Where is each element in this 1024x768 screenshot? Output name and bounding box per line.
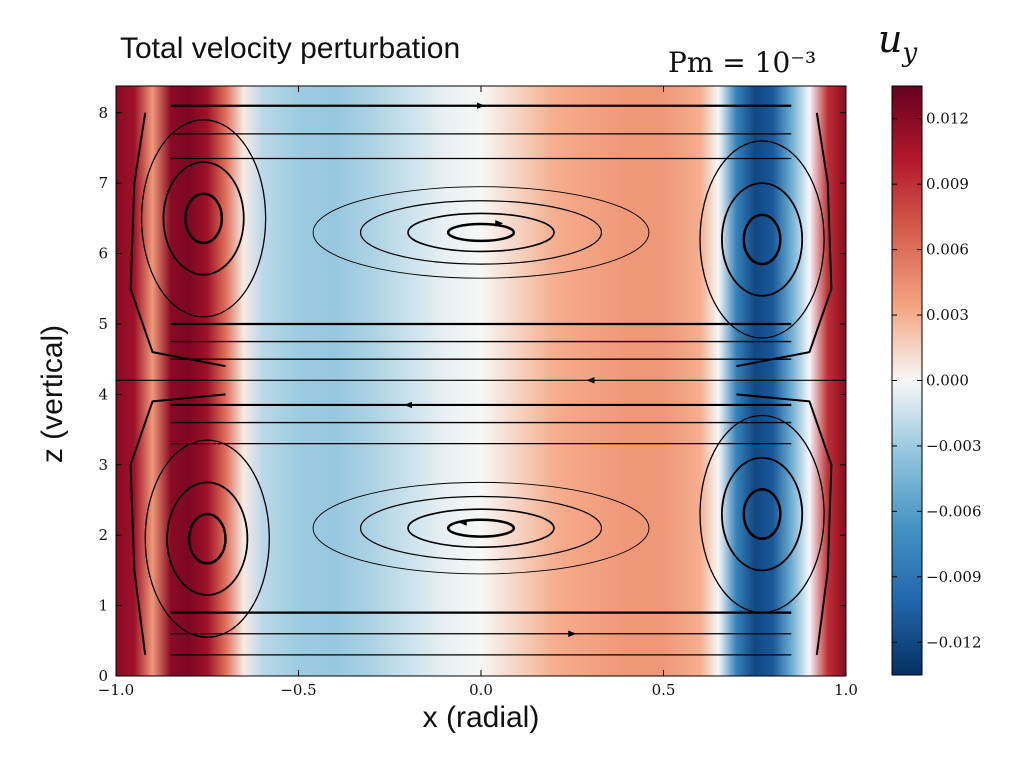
colorbar-ticks: 0.012 0.009 0.006 0.003 0.000 −0.003 −0.006 −0.… bbox=[892, 110, 982, 651]
streamline bbox=[312, 481, 650, 575]
y-tick-label: 0 bbox=[98, 667, 108, 685]
x-tick-label: 1.0 bbox=[834, 681, 858, 699]
colorbar-title: uy bbox=[878, 17, 917, 68]
streamline bbox=[699, 140, 825, 339]
colorbar-tick-label: 0.012 bbox=[926, 110, 969, 128]
y-tick-label: 3 bbox=[98, 456, 108, 474]
streamline bbox=[312, 186, 650, 279]
stream-arrow bbox=[477, 102, 485, 109]
x-tick-label: −0.5 bbox=[280, 681, 316, 699]
streamline bbox=[129, 393, 226, 656]
streamline bbox=[720, 182, 804, 297]
colorbar: uy 0.012 0.009 0.006 0.003 0.000 −0.003 −0.006… bbox=[878, 17, 982, 676]
colorbar-tick-label: 0.006 bbox=[926, 241, 969, 259]
y-tick-label: 4 bbox=[98, 385, 108, 403]
streamline bbox=[736, 112, 833, 368]
y-tick-label: 6 bbox=[98, 245, 108, 263]
stream-arrow bbox=[568, 630, 577, 637]
colorbar-tick-label: 0.000 bbox=[926, 372, 969, 390]
streamline bbox=[720, 456, 804, 572]
x-axis-ticks: −1.0 −0.5 0.0 0.5 1.0 bbox=[98, 86, 858, 699]
streamlines bbox=[116, 102, 846, 656]
stream-arrow bbox=[458, 519, 467, 526]
stream-arrow bbox=[495, 220, 504, 227]
y-tick-label: 7 bbox=[98, 174, 108, 192]
colorbar-tick-label: 0.009 bbox=[926, 175, 969, 193]
streamline bbox=[144, 439, 270, 638]
y-axis-ticks: 0 1 2 3 4 5 6 7 8 bbox=[98, 104, 846, 685]
streamline bbox=[359, 495, 603, 561]
y-tick-label: 8 bbox=[98, 104, 108, 122]
streamline bbox=[742, 488, 782, 540]
y-tick-label: 2 bbox=[98, 526, 108, 544]
x-axis-label: x (radial) bbox=[423, 701, 540, 734]
colorbar-tick-label: −0.009 bbox=[926, 568, 982, 586]
x-tick-label: 0.0 bbox=[469, 681, 493, 699]
stream-arrow bbox=[586, 377, 595, 384]
streamline bbox=[359, 200, 603, 265]
streamline bbox=[407, 212, 555, 253]
y-tick-label: 1 bbox=[98, 597, 108, 615]
y-axis-label: z (vertical) bbox=[36, 325, 69, 463]
streamline bbox=[166, 481, 249, 596]
colorbar-tick-label: −0.006 bbox=[926, 502, 982, 520]
colorbar-tick-label: −0.003 bbox=[926, 437, 982, 455]
streamline bbox=[162, 161, 245, 276]
y-tick-label: 5 bbox=[98, 315, 108, 333]
pm-annotation: Pm = 10⁻³ bbox=[668, 46, 816, 79]
streamline bbox=[407, 508, 555, 548]
streamline bbox=[736, 393, 833, 656]
streamline bbox=[187, 512, 227, 565]
streamline bbox=[184, 192, 224, 245]
colorbar-tick-label: −0.012 bbox=[926, 633, 982, 651]
streamline bbox=[129, 112, 226, 368]
plot-area: −1.0 −0.5 0.0 0.5 1.0 0 1 2 3 4 5 6 7 8 bbox=[98, 85, 858, 699]
colorbar-title-main: u bbox=[878, 17, 902, 61]
x-tick-label: 0.5 bbox=[652, 681, 676, 699]
x-tick-label: −1.0 bbox=[98, 681, 134, 699]
stream-arrow bbox=[404, 401, 412, 409]
colorbar-tick-label: 0.003 bbox=[926, 306, 969, 324]
streamline bbox=[742, 213, 782, 266]
streamline bbox=[446, 222, 516, 243]
colorbar-title-sub: y bbox=[901, 38, 917, 68]
velocity-field bbox=[116, 86, 846, 676]
streamline bbox=[140, 119, 267, 318]
streamline bbox=[446, 518, 516, 538]
chart-title: Total velocity perturbation bbox=[120, 32, 460, 65]
